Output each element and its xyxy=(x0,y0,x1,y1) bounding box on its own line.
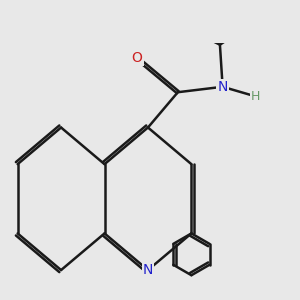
Text: N: N xyxy=(218,80,228,94)
Text: O: O xyxy=(132,51,142,65)
Text: N: N xyxy=(143,263,153,277)
Text: H: H xyxy=(250,90,260,103)
